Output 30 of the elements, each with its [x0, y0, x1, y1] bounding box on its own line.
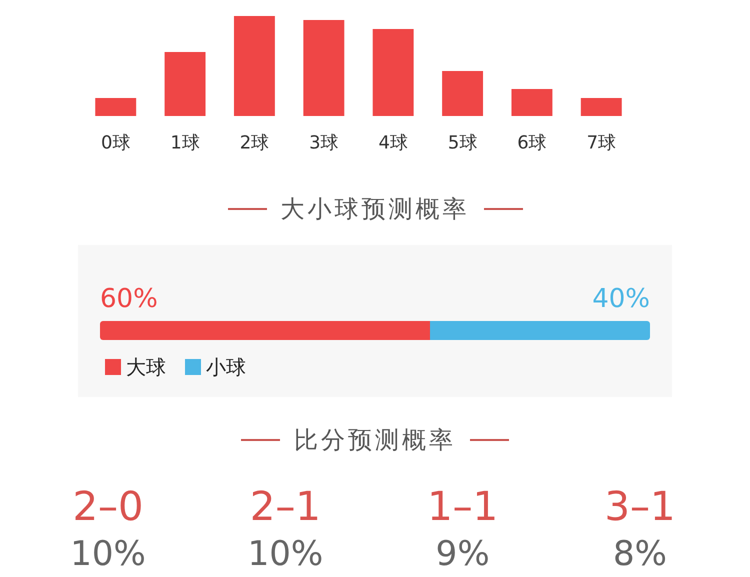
- legend-label: 大球: [126, 355, 166, 379]
- chart-title: 大小球预测概率: [280, 194, 470, 225]
- category-label: 1–1: [427, 484, 498, 530]
- x-tick-label: 6球: [517, 132, 547, 154]
- x-tick-label: 7球: [586, 132, 616, 154]
- x-tick-label: 2球: [240, 132, 270, 154]
- category-label: 2–1: [250, 484, 321, 530]
- data-label: 10%: [248, 534, 324, 574]
- data-label: 10%: [70, 534, 146, 574]
- bar: [95, 98, 136, 116]
- bar: [511, 89, 552, 116]
- bar: [234, 16, 275, 116]
- x-tick-label: 5球: [448, 132, 478, 154]
- bar: [372, 29, 414, 116]
- legend-label: 小球: [206, 355, 246, 379]
- x-tick-label: 0球: [100, 132, 130, 154]
- data-label: 8%: [612, 534, 667, 574]
- data-label: 40%: [592, 284, 650, 314]
- category-label: 2–0: [72, 484, 144, 530]
- x-tick-label: 1球: [170, 132, 200, 154]
- bar: [164, 52, 206, 116]
- category-label: 3–1: [604, 484, 676, 530]
- bar: [580, 98, 622, 116]
- text: 比分预测概率: [294, 425, 456, 456]
- data-label: 9%: [436, 534, 490, 574]
- x-tick-label: 3球: [309, 132, 339, 154]
- bar: [303, 20, 344, 116]
- data-label: 60%: [100, 284, 158, 314]
- bar: [442, 71, 484, 116]
- x-tick-label: 4球: [378, 132, 408, 154]
